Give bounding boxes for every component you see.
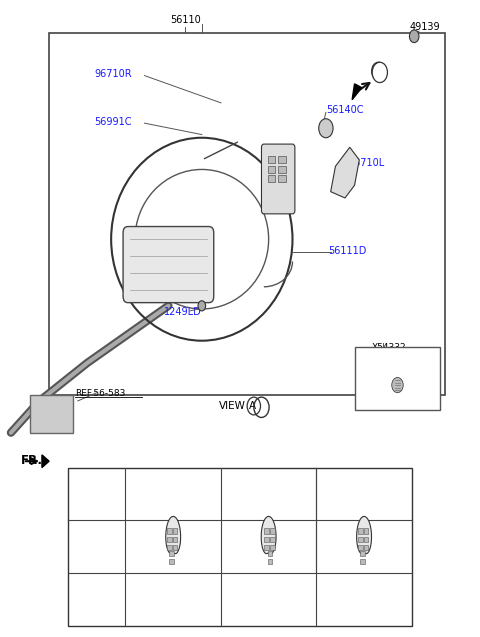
Text: 96710L: 96710L <box>154 489 192 499</box>
Bar <box>358 545 363 550</box>
Bar <box>268 550 273 555</box>
Text: 1249LD: 1249LD <box>164 307 202 317</box>
Bar <box>364 529 368 534</box>
Text: REF.56-583: REF.56-583 <box>75 389 126 398</box>
Text: 96710L: 96710L <box>348 158 384 168</box>
Bar <box>360 550 365 555</box>
Bar <box>268 175 276 182</box>
Text: P/NO: P/NO <box>84 595 110 605</box>
Bar <box>264 545 269 550</box>
Polygon shape <box>357 517 372 554</box>
Bar <box>268 166 276 173</box>
Polygon shape <box>42 455 49 468</box>
Circle shape <box>392 378 403 392</box>
Text: 56111D: 56111D <box>328 246 367 255</box>
Text: 56991C: 56991C <box>95 117 132 127</box>
Text: 56110: 56110 <box>170 15 201 25</box>
Bar <box>270 545 275 550</box>
Bar <box>173 545 178 550</box>
Bar <box>364 536 368 541</box>
Bar <box>167 545 172 550</box>
FancyBboxPatch shape <box>262 144 295 214</box>
Circle shape <box>319 118 333 138</box>
Bar <box>173 536 178 541</box>
Circle shape <box>372 62 387 83</box>
Bar <box>169 550 174 555</box>
Bar <box>264 536 269 541</box>
Text: PNC: PNC <box>86 489 108 499</box>
Bar <box>169 559 174 564</box>
Text: A: A <box>249 401 256 411</box>
Text: X54332: X54332 <box>371 343 406 352</box>
Text: ILLUST: ILLUST <box>80 542 114 552</box>
Text: FR.: FR. <box>21 454 42 467</box>
Text: 96710R: 96710R <box>95 69 132 80</box>
Bar <box>68 468 412 626</box>
Bar <box>167 529 172 534</box>
Text: 96720-3V140: 96720-3V140 <box>334 595 395 604</box>
Bar <box>264 529 269 534</box>
Polygon shape <box>166 517 180 554</box>
Text: 96720-3V100: 96720-3V100 <box>238 595 299 604</box>
Text: 49139: 49139 <box>409 22 440 32</box>
Bar <box>30 394 73 433</box>
Bar <box>278 156 286 163</box>
Bar <box>278 175 286 182</box>
Bar <box>355 347 441 410</box>
Circle shape <box>409 30 419 43</box>
Bar <box>270 536 275 541</box>
Polygon shape <box>331 147 360 198</box>
Bar <box>364 545 368 550</box>
Bar <box>268 559 273 564</box>
Bar <box>360 559 365 564</box>
Bar <box>167 536 172 541</box>
Text: 56140C: 56140C <box>326 106 363 115</box>
Bar <box>270 529 275 534</box>
Circle shape <box>198 301 205 311</box>
Polygon shape <box>261 517 276 554</box>
Text: 96710R: 96710R <box>296 489 336 499</box>
Bar <box>268 156 276 163</box>
Text: 96720-3V000: 96720-3V000 <box>143 595 204 604</box>
Polygon shape <box>352 84 362 100</box>
FancyBboxPatch shape <box>123 227 214 303</box>
Text: A: A <box>377 68 383 77</box>
Bar <box>173 529 178 534</box>
Bar <box>49 33 445 394</box>
Bar <box>358 529 363 534</box>
Bar <box>358 536 363 541</box>
Bar <box>278 166 286 173</box>
Text: VIEW: VIEW <box>218 401 245 411</box>
